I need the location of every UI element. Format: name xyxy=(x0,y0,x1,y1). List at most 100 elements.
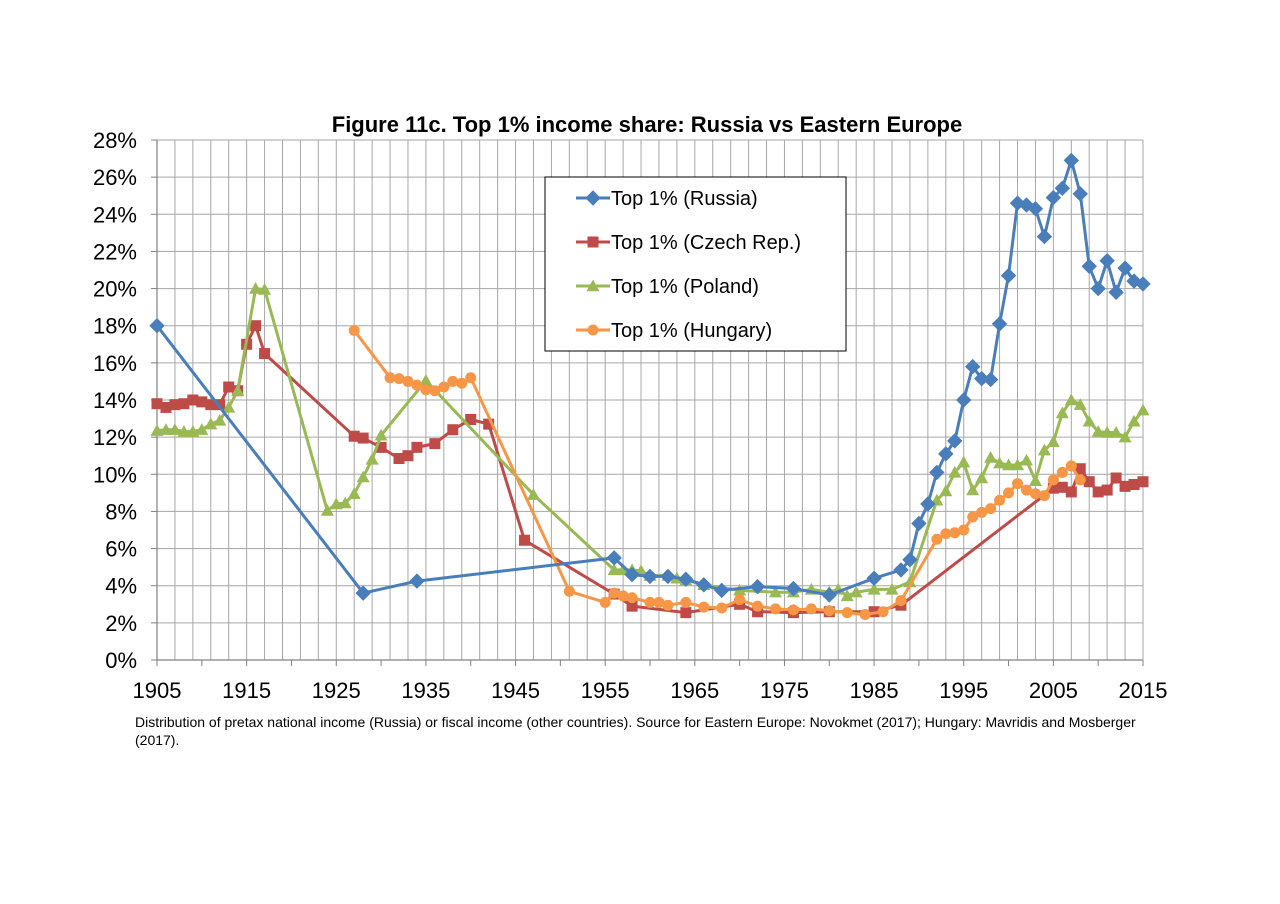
data-point xyxy=(1020,484,1032,496)
y-tick-label: 16% xyxy=(93,351,137,376)
data-point xyxy=(607,563,621,576)
x-tick-label: 1915 xyxy=(222,678,271,703)
data-point xyxy=(393,373,405,385)
data-point xyxy=(393,453,405,464)
y-tick-label: 12% xyxy=(93,425,137,450)
data-point xyxy=(821,587,837,603)
data-point xyxy=(1047,482,1059,494)
data-point xyxy=(1054,180,1071,196)
data-point xyxy=(660,568,676,585)
legend-box xyxy=(544,176,847,352)
data-point xyxy=(347,487,361,499)
series-top-hungary xyxy=(348,324,1086,620)
data-point xyxy=(1136,403,1150,416)
data-point xyxy=(1038,490,1050,502)
data-point xyxy=(956,392,972,408)
data-point xyxy=(1090,280,1106,297)
y-tick-label: 22% xyxy=(93,239,137,264)
x-tick-label: 1905 xyxy=(133,678,182,703)
x-tick-label: 1935 xyxy=(401,678,450,703)
data-point xyxy=(787,604,799,616)
data-point xyxy=(150,424,164,436)
data-point xyxy=(841,607,853,619)
data-point xyxy=(526,488,540,500)
x-tick-label: 1975 xyxy=(760,678,809,703)
data-point xyxy=(911,515,927,532)
data-point xyxy=(984,451,998,463)
data-point xyxy=(356,470,370,483)
data-point xyxy=(1119,480,1131,492)
data-point xyxy=(1091,425,1105,437)
data-point xyxy=(1073,398,1087,410)
data-point xyxy=(1019,453,1033,466)
y-tick-label: 26% xyxy=(93,165,137,190)
legend-label: Top 1% (Russia) xyxy=(611,188,758,210)
data-point xyxy=(1065,486,1077,498)
y-tick-label: 2% xyxy=(105,611,137,636)
data-point xyxy=(1063,152,1079,169)
x-tick-label: 1995 xyxy=(939,678,988,703)
legend-swatch-marker xyxy=(587,236,599,248)
data-point xyxy=(1135,276,1151,292)
x-tick-label: 2005 xyxy=(1029,678,1078,703)
series-top-poland xyxy=(150,282,1150,602)
data-point xyxy=(1011,458,1025,471)
data-point xyxy=(940,528,952,540)
data-point xyxy=(752,600,764,612)
data-point xyxy=(964,358,981,375)
data-point xyxy=(840,589,854,602)
data-point xyxy=(250,320,262,332)
y-tick-label: 4% xyxy=(105,574,137,599)
y-tick-label: 0% xyxy=(105,648,137,673)
chart-caption: Distribution of pretax national income (… xyxy=(135,714,1136,748)
legend-swatch-marker xyxy=(586,279,600,292)
legend: Top 1% (Russia) Top 1% (Czech Rep.) Top 1%… xyxy=(544,176,847,352)
data-point xyxy=(419,374,433,386)
data-point xyxy=(187,394,199,406)
data-point xyxy=(893,562,909,578)
data-point xyxy=(159,423,173,435)
data-point xyxy=(644,596,656,608)
data-point xyxy=(966,483,980,496)
data-point xyxy=(1100,426,1114,438)
data-point xyxy=(1127,414,1141,427)
legend-label: Top 1% (Poland) xyxy=(611,276,759,298)
data-point xyxy=(169,399,181,411)
data-point xyxy=(1117,260,1133,276)
data-point xyxy=(429,385,441,397)
data-point xyxy=(1036,228,1053,245)
y-tick-label: 24% xyxy=(93,202,137,227)
data-point xyxy=(608,587,620,599)
data-point xyxy=(1056,466,1068,478)
data-point xyxy=(1110,472,1122,484)
data-point xyxy=(877,606,889,618)
data-point xyxy=(985,503,997,515)
data-point xyxy=(1047,474,1059,486)
data-point xyxy=(1064,393,1078,406)
data-point xyxy=(903,575,917,588)
data-point xyxy=(447,424,459,436)
data-point xyxy=(1082,414,1096,427)
legend-swatch-marker xyxy=(587,324,599,336)
legend-item: Top 1% (Poland) xyxy=(576,276,759,298)
data-point xyxy=(1072,186,1088,202)
data-point xyxy=(1099,253,1115,269)
x-tick-label: 1925 xyxy=(312,678,361,703)
data-point xyxy=(456,377,468,389)
data-point xyxy=(519,534,531,546)
data-point xyxy=(338,496,352,509)
data-point xyxy=(859,609,871,620)
data-point xyxy=(606,550,622,566)
data-point xyxy=(885,582,899,595)
data-point xyxy=(1092,486,1104,498)
data-point xyxy=(976,506,988,518)
data-point xyxy=(258,283,272,295)
data-point xyxy=(1028,474,1042,486)
data-point xyxy=(348,430,360,442)
data-point xyxy=(447,375,459,387)
data-point xyxy=(563,585,575,597)
data-point xyxy=(259,348,271,360)
data-point xyxy=(769,603,781,615)
data-point xyxy=(1074,463,1086,475)
